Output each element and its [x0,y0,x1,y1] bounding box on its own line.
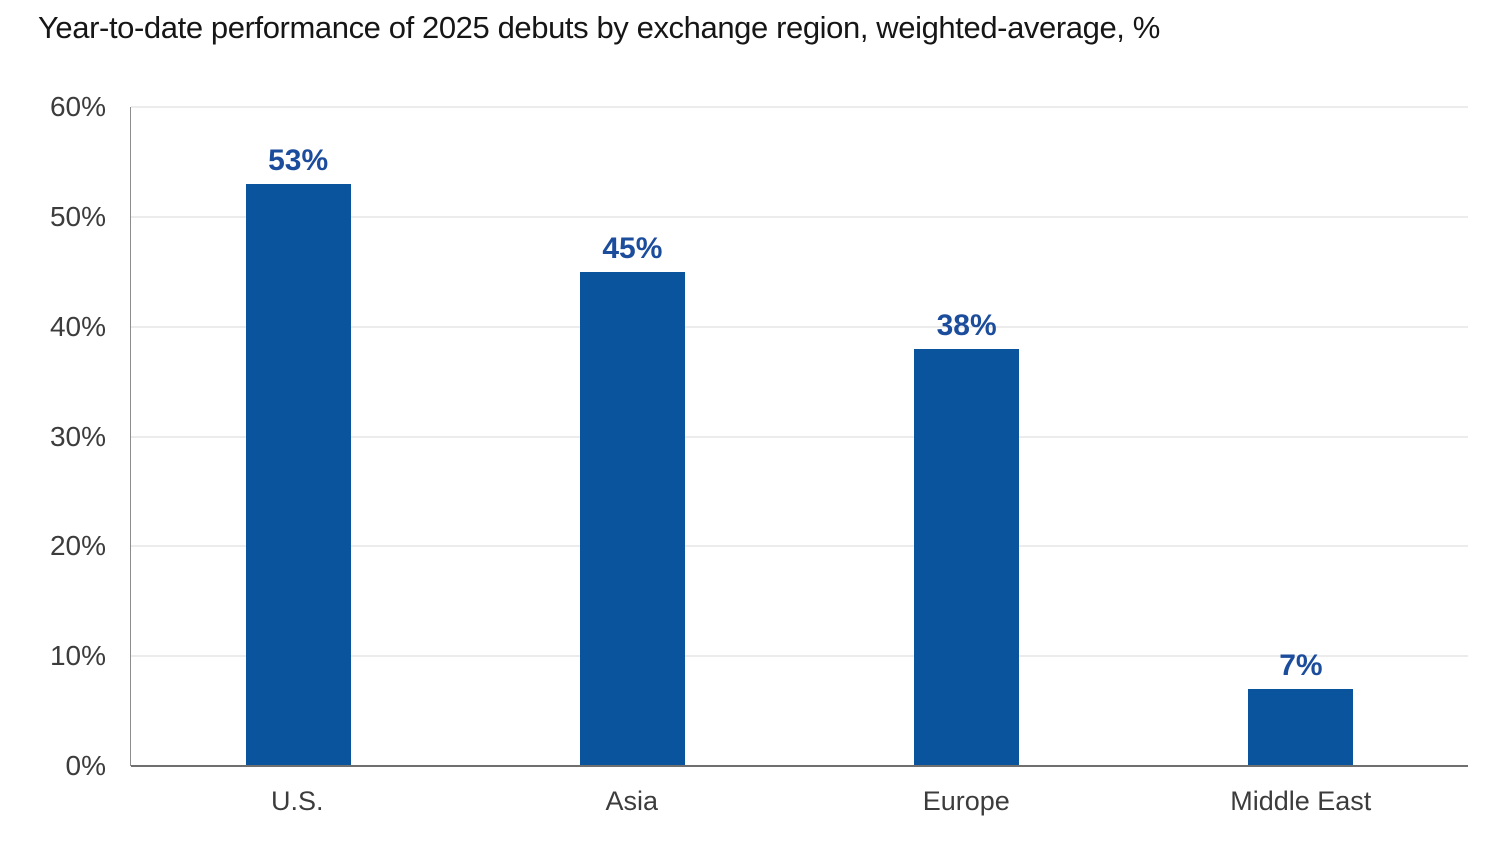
y-tick-label: 0% [65,750,106,781]
chart-title: Year-to-date performance of 2025 debuts … [38,10,1160,45]
y-tick-label: 20% [49,530,106,562]
x-category-label-middle-east: Middle East [1230,786,1372,816]
bar-slot-asia: 45% [465,107,799,766]
gridline [131,545,1468,547]
bar-value-label-asia: 45% [602,231,663,265]
x-category-label-u-s: U.S. [270,786,324,816]
x-category-label-asia: Asia [605,786,659,816]
bar-europe [914,348,1020,766]
bar-middle-east [1248,689,1354,766]
gridline [131,106,1468,108]
y-tick-label: 10% [49,640,106,672]
y-tick-label: 40% [49,310,106,342]
bar-value-label-middle-east: 7% [1279,649,1323,683]
y-axis: 0% 10% 20% 30% 40% 50% 60% [0,91,106,781]
gridline [131,655,1468,657]
bar-value-label-europe: 38% [936,308,997,342]
bar-u-s [245,183,351,766]
x-category-label-europe: Europe [922,786,1010,816]
gridline [131,436,1468,437]
x-axis-line [131,765,1468,767]
bar-slot-u-s: 53% [131,107,465,766]
gridline [131,326,1468,328]
y-tick-label: 30% [49,420,106,452]
bar-slot-middle-east: 7% [1134,107,1468,766]
bars: 53% 45% 38% 7% [131,107,1468,766]
bar-slot-europe: 38% [800,107,1134,766]
plot-area: 53% 45% 38% 7% [130,106,1468,767]
gridline [131,216,1468,218]
bar-asia [579,271,685,766]
x-axis: U.S. Asia Europe Middle East [130,786,1468,817]
y-tick-label: 60% [49,91,106,122]
bar-value-label-u-s: 53% [268,143,329,177]
y-tick-label: 50% [49,200,106,232]
